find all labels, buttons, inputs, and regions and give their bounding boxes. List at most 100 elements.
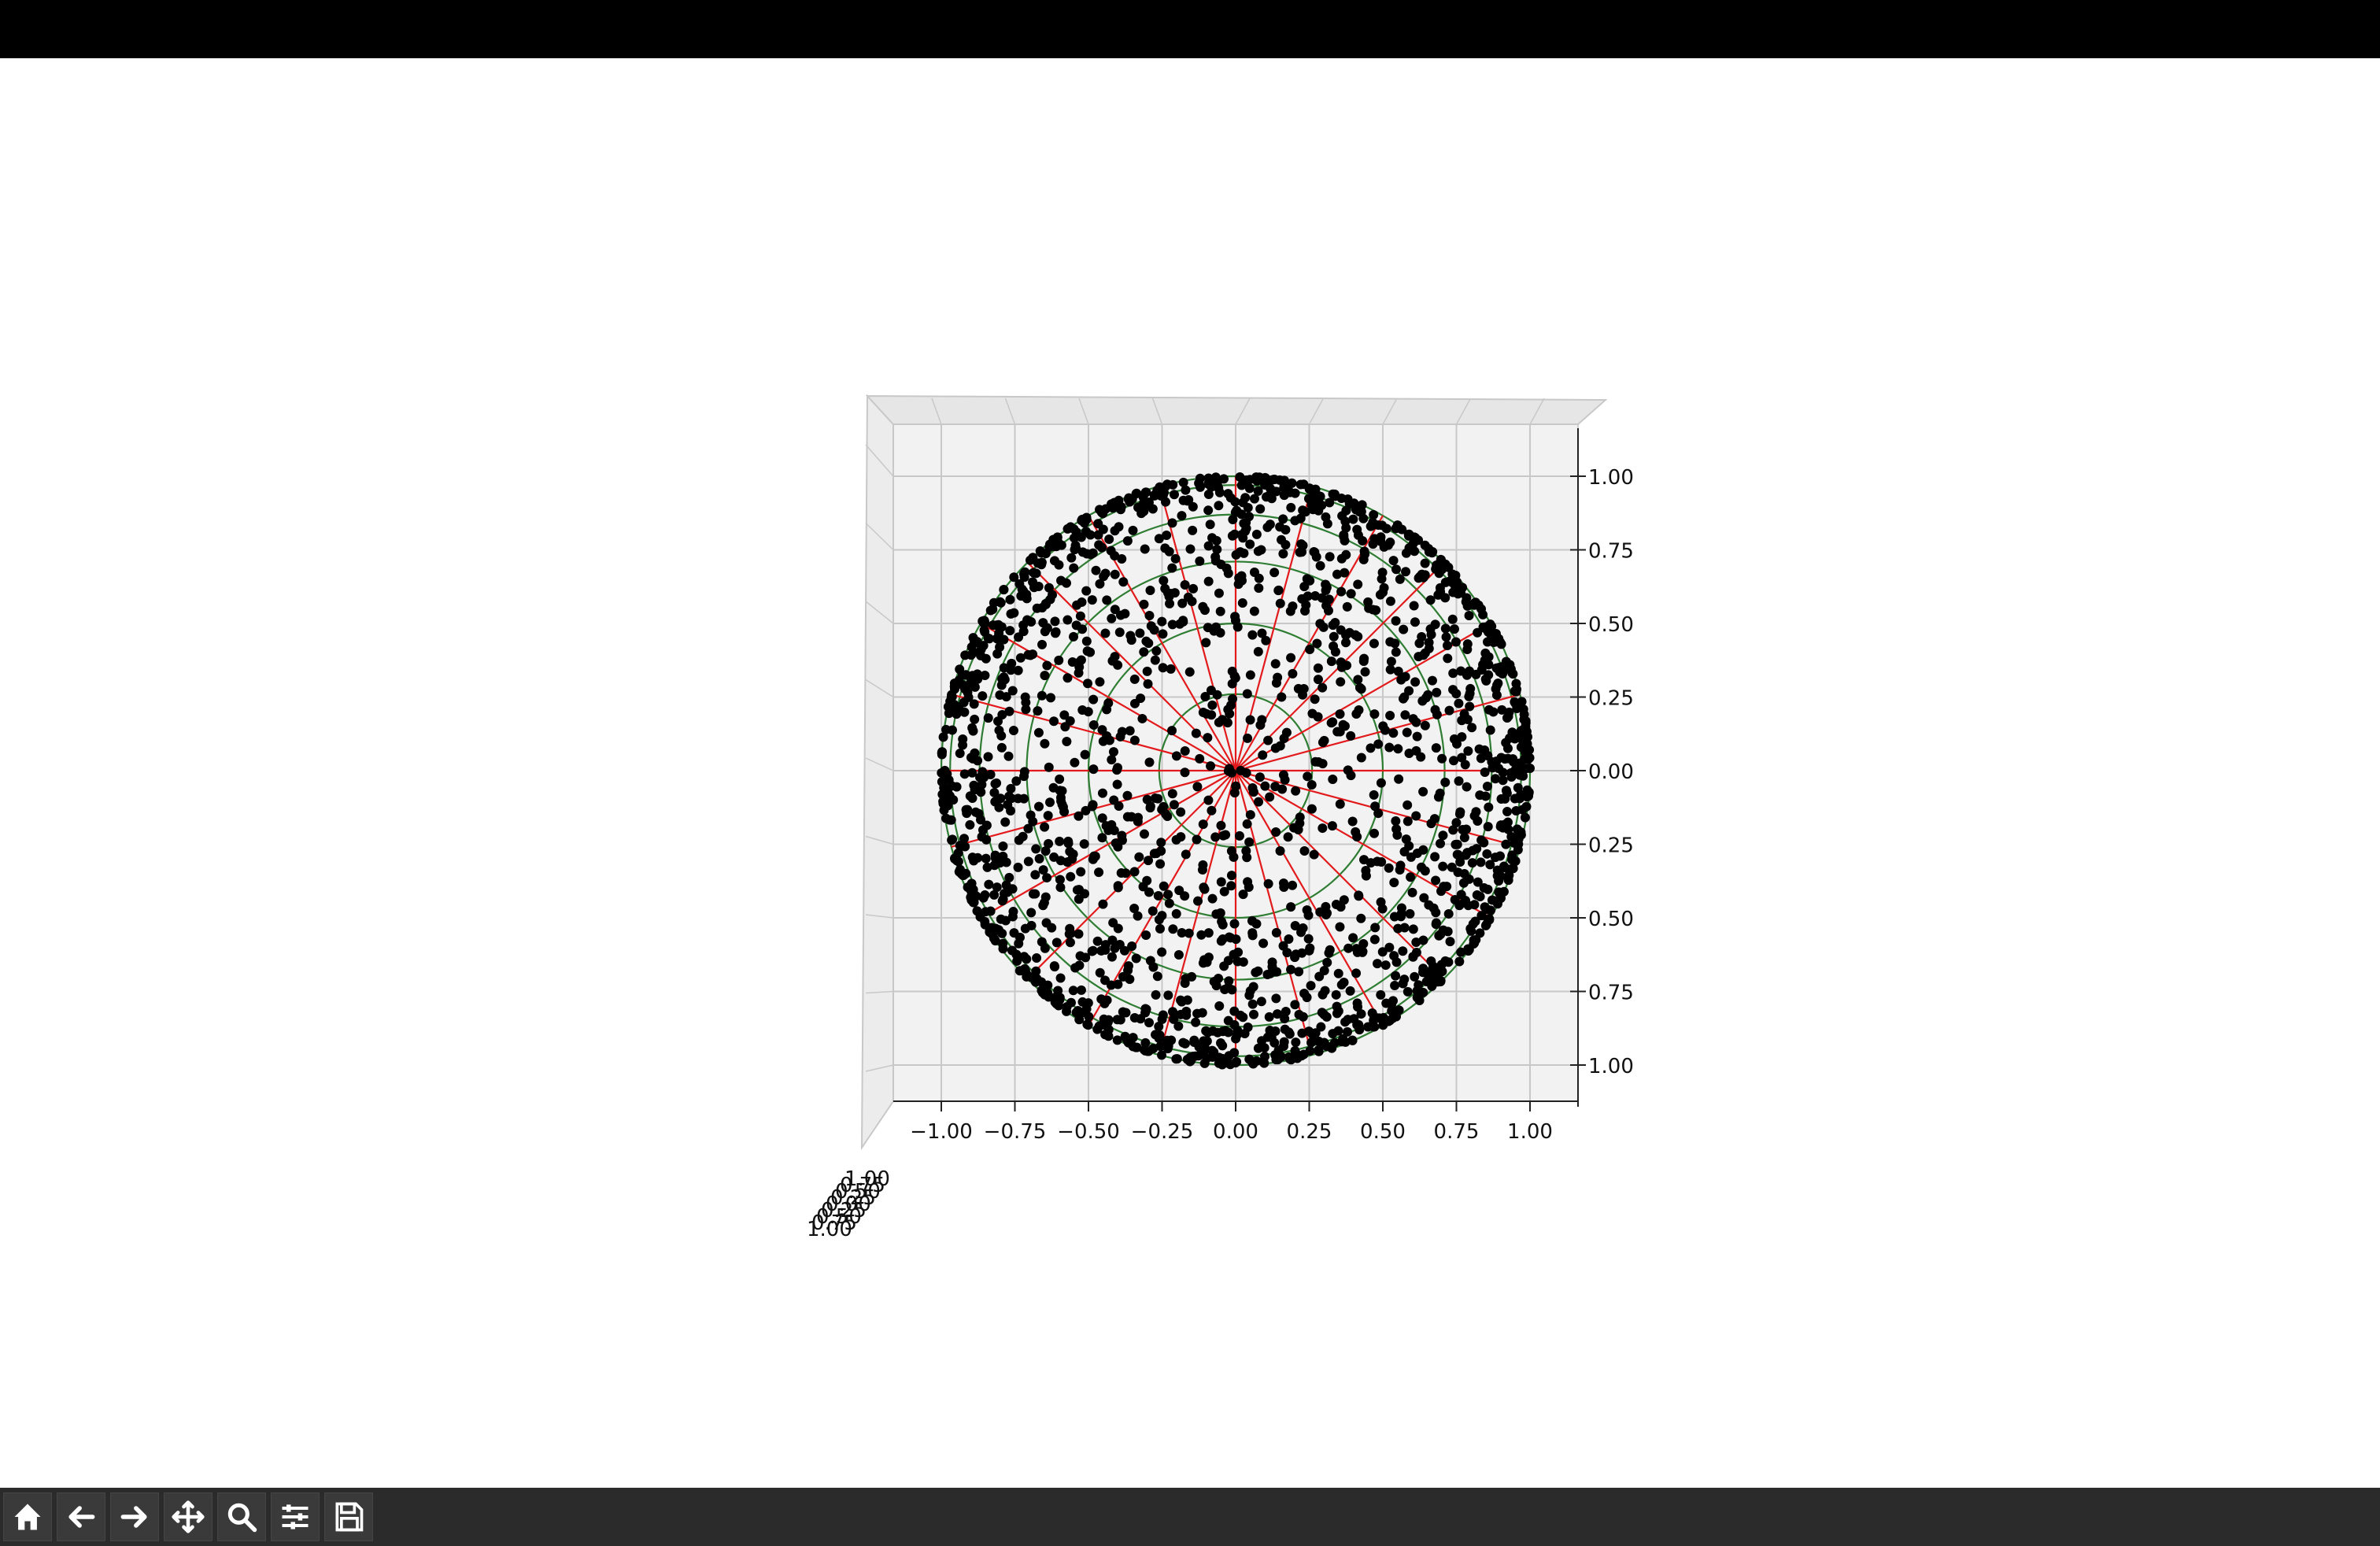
scatter-point [1275, 846, 1285, 856]
scatter-point [1139, 506, 1149, 516]
scatter-point [1176, 807, 1186, 817]
scatter-point [1342, 1026, 1352, 1037]
scatter-point [1379, 542, 1389, 552]
scatter-point [1107, 755, 1117, 765]
scatter-point [1360, 667, 1370, 677]
forward-button[interactable] [110, 1492, 159, 1541]
scatter-point [1431, 564, 1441, 574]
scatter-point [1115, 1015, 1125, 1025]
x-tick-label: 0.75 [1434, 1120, 1480, 1144]
scatter-point [1160, 583, 1170, 594]
scatter-point [1150, 490, 1160, 500]
scatter-point [1169, 1014, 1179, 1024]
scatter-point [1099, 998, 1110, 1008]
scatter-point [1404, 749, 1414, 759]
scatter-point [1325, 552, 1335, 562]
scatter-point [1141, 487, 1151, 497]
scatter-point [1441, 632, 1451, 642]
scatter-point [1265, 520, 1275, 530]
scatter-point [1094, 867, 1104, 878]
scatter-point [1177, 598, 1188, 608]
scatter-point [1014, 938, 1024, 949]
scatter-point [1184, 928, 1194, 938]
scatter-point [1404, 841, 1414, 851]
scatter-point [1088, 694, 1099, 705]
scatter-point [1169, 490, 1179, 500]
scatter-point [1050, 628, 1060, 638]
scatter-point [1081, 586, 1092, 596]
zoom-button[interactable] [217, 1492, 266, 1541]
scatter-point [1117, 835, 1127, 845]
scatter-point [1396, 675, 1406, 685]
scatter-point [959, 834, 970, 844]
scatter-point [1129, 735, 1140, 745]
scatter-point [1245, 810, 1255, 820]
scatter-point [1402, 986, 1413, 997]
scatter-point [1118, 577, 1129, 587]
scatter-point [1129, 867, 1140, 877]
back-button[interactable] [57, 1492, 105, 1541]
scatter-point [1462, 645, 1473, 655]
scatter-point [1451, 689, 1462, 699]
scatter-point [1271, 827, 1281, 838]
scatter-point [1348, 933, 1358, 943]
scatter-point [959, 697, 969, 708]
scatter-point [1481, 675, 1491, 686]
scatter-point [1192, 1008, 1203, 1019]
scatter-point [1218, 919, 1228, 930]
scatter-point [1023, 856, 1033, 867]
scatter-point [989, 890, 1000, 900]
scatter-point [1425, 624, 1436, 634]
left-grid-line-8 [865, 1064, 894, 1072]
scatter-point [1144, 1018, 1154, 1028]
scatter-point [1501, 839, 1511, 849]
z-tick-label: 0.25 [830, 1186, 876, 1210]
scatter-point [1037, 690, 1047, 701]
figure-canvas[interactable]: −1.00 −0.75 −0.50 −0.25 0.00 0.25 0.50 0.75 1.00… [0, 58, 2380, 1488]
scatter-point [1158, 663, 1168, 673]
configure-subplots-button[interactable] [271, 1492, 320, 1541]
scatter-point [1462, 670, 1472, 680]
scatter-point [1218, 830, 1229, 841]
scatter-point [1354, 1025, 1365, 1035]
scatter-point [1475, 928, 1485, 938]
scatter-point [960, 841, 970, 852]
scatter-point [1256, 997, 1266, 1007]
3d-axes[interactable]: −1.00 −0.75 −0.50 −0.25 0.00 0.25 0.50 0.75 1.00… [0, 58, 2380, 1488]
scatter-point [1431, 875, 1441, 886]
home-button[interactable] [3, 1492, 52, 1541]
scatter-point [1244, 483, 1255, 494]
meridian-11 [951, 693, 1236, 772]
scatter-point [1158, 490, 1168, 500]
scatter-point [1286, 964, 1296, 975]
scatter-point [1187, 597, 1197, 607]
scatter-point [1370, 923, 1380, 933]
scatter-point [1492, 899, 1502, 909]
scatter-point [1510, 686, 1520, 696]
scatter-point [1436, 838, 1446, 849]
scatter-point [1113, 881, 1123, 891]
scatter-point [1321, 579, 1331, 590]
scatter-point [1125, 1038, 1136, 1049]
scatter-point [985, 605, 996, 616]
scatter-point [1149, 625, 1159, 635]
scatter-point [1136, 1014, 1146, 1024]
scatter-point [1414, 652, 1424, 662]
scatter-point [997, 710, 1007, 720]
scatter-point [1295, 479, 1306, 490]
y-tick-label: 0.75 [1588, 540, 1634, 564]
scatter-point [939, 782, 949, 793]
save-button[interactable] [324, 1492, 373, 1541]
pan-button[interactable] [164, 1492, 213, 1541]
scatter-point [1156, 838, 1166, 848]
scatter-point [1420, 558, 1430, 568]
scatter-point [1278, 514, 1288, 524]
scatter-point [1379, 583, 1389, 593]
scatter-point [1178, 477, 1188, 487]
scatter-point [998, 841, 1008, 851]
scatter-point [1411, 811, 1421, 821]
scatter-point [1082, 679, 1092, 689]
scatter-point [1398, 978, 1408, 989]
scatter-point [1358, 947, 1368, 957]
scatter-point [1296, 927, 1306, 938]
